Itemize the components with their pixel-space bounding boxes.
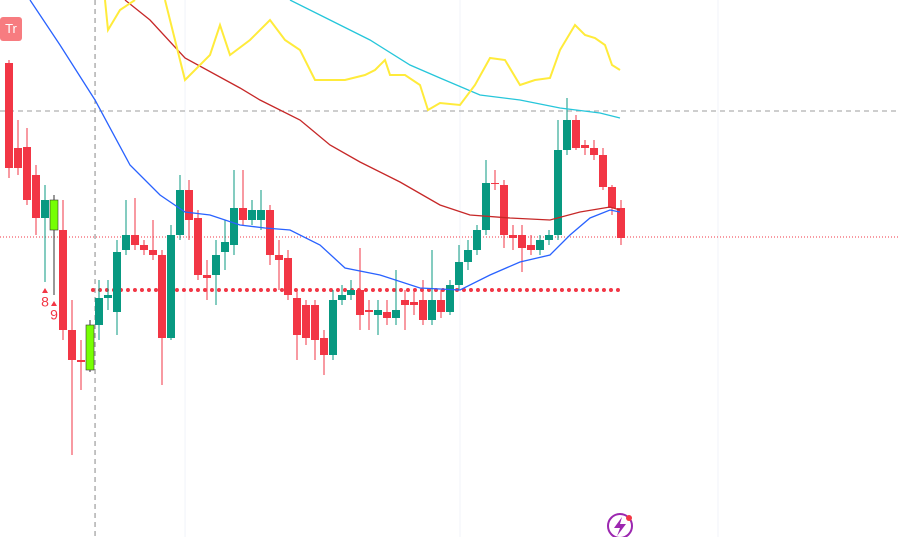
candle-body bbox=[68, 330, 76, 360]
candle-body bbox=[140, 245, 148, 250]
candle-body bbox=[374, 310, 382, 315]
candle-body bbox=[437, 300, 445, 312]
candle-body bbox=[383, 312, 391, 318]
candle-body bbox=[410, 302, 418, 305]
candle-body bbox=[194, 218, 202, 275]
candle-body bbox=[95, 298, 103, 325]
candle-body bbox=[356, 290, 364, 315]
signal-label: 8 bbox=[41, 294, 49, 310]
candle-body bbox=[131, 235, 139, 245]
candle-body bbox=[590, 148, 598, 155]
candle-body bbox=[41, 200, 49, 218]
candle-body bbox=[257, 210, 265, 220]
candle-body bbox=[113, 252, 121, 312]
candle-body bbox=[284, 258, 292, 295]
candle-body bbox=[266, 210, 274, 255]
candle-body bbox=[500, 185, 508, 235]
candle-body bbox=[428, 300, 436, 320]
candle-body bbox=[122, 235, 130, 250]
candle-body bbox=[482, 183, 490, 230]
candle-body bbox=[49, 199, 59, 231]
candle-body bbox=[149, 250, 157, 255]
candles bbox=[5, 60, 625, 455]
candle-body bbox=[248, 210, 256, 220]
badge: Tr bbox=[5, 21, 17, 36]
badge-bg bbox=[0, 17, 22, 41]
indicator-line bbox=[289, 0, 621, 119]
candle-body bbox=[275, 255, 283, 260]
indicator-line bbox=[124, 0, 621, 221]
candle-body bbox=[85, 324, 95, 371]
candle-body bbox=[347, 290, 355, 295]
candle-body bbox=[167, 235, 175, 338]
indicator-line bbox=[104, 0, 621, 112]
candle-body bbox=[23, 147, 31, 200]
candle-body bbox=[32, 175, 40, 218]
candle-body bbox=[365, 310, 373, 312]
annotations: 89 bbox=[41, 288, 58, 323]
candle-body bbox=[608, 187, 616, 208]
candle-body bbox=[329, 300, 337, 355]
candle-body bbox=[239, 208, 247, 220]
candle-body bbox=[14, 148, 22, 168]
levels bbox=[0, 110, 900, 292]
candle-body bbox=[536, 240, 544, 250]
candle-body bbox=[104, 295, 112, 298]
candle-body bbox=[77, 360, 85, 362]
candle-body bbox=[302, 305, 310, 338]
candle-body bbox=[563, 120, 571, 150]
candle-body bbox=[446, 285, 454, 312]
signal-marker bbox=[42, 288, 48, 293]
signal-marker bbox=[51, 301, 57, 306]
candle-body bbox=[545, 235, 553, 240]
candle-body bbox=[464, 250, 472, 262]
candle-body bbox=[527, 245, 535, 250]
candle-body bbox=[221, 242, 229, 252]
candle-body bbox=[176, 190, 184, 235]
indicator-line bbox=[29, 0, 621, 291]
candle-body bbox=[392, 310, 400, 318]
candle-body bbox=[572, 120, 580, 148]
candle-body bbox=[158, 255, 166, 338]
candle-body bbox=[599, 155, 607, 187]
signal-label: 9 bbox=[50, 307, 58, 323]
candle-body bbox=[59, 230, 67, 330]
grid bbox=[94, 0, 719, 537]
candle-body bbox=[617, 208, 625, 238]
candle-body bbox=[518, 235, 526, 248]
candle-body bbox=[419, 300, 427, 320]
candle-body bbox=[185, 190, 193, 220]
candle-body bbox=[5, 63, 13, 168]
candle-body bbox=[338, 295, 346, 300]
candle-body bbox=[311, 305, 319, 340]
candle-body bbox=[509, 235, 517, 238]
candle-body bbox=[554, 150, 562, 235]
candle-body bbox=[455, 262, 463, 285]
candle-body bbox=[203, 275, 211, 278]
candle-body bbox=[473, 230, 481, 250]
indicator-lines bbox=[29, 0, 621, 291]
candle-body bbox=[581, 145, 589, 148]
candle-body bbox=[401, 300, 409, 305]
candle-body bbox=[212, 255, 220, 275]
replay-icon[interactable] bbox=[607, 513, 633, 537]
candle-body bbox=[293, 298, 301, 335]
candle-body bbox=[230, 208, 238, 245]
candle-body bbox=[320, 338, 328, 355]
candle-body bbox=[491, 183, 499, 184]
